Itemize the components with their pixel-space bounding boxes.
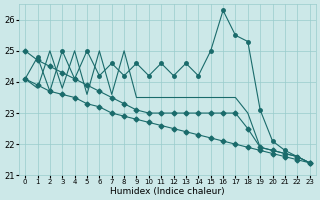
X-axis label: Humidex (Indice chaleur): Humidex (Indice chaleur) [110, 187, 225, 196]
